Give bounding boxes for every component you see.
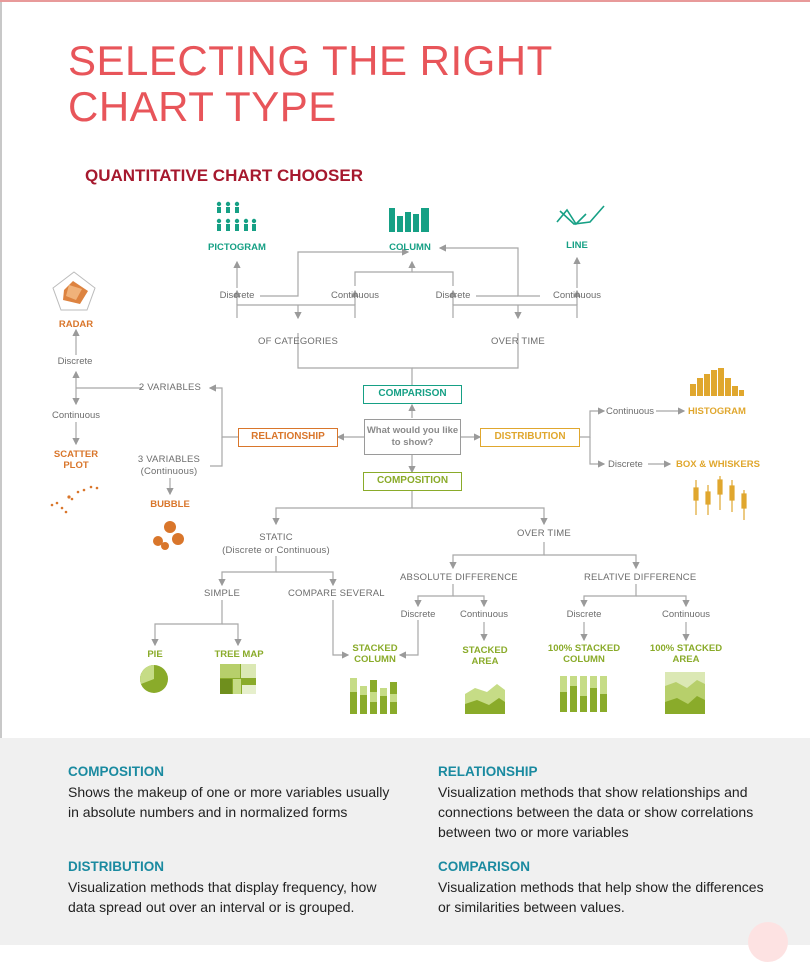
label-absolute-difference: ABSOLUTE DIFFERENCE (400, 572, 518, 583)
chart-label-column: COLUMN (389, 242, 431, 253)
column-icon (389, 208, 429, 232)
label-over-time-bottom: OVER TIME (517, 528, 571, 539)
chart-label-100-stacked-column: 100% STACKED COLUMN (546, 643, 622, 665)
label-continuous-time: Continuous (552, 290, 602, 301)
chart-label-pie: PIE (147, 649, 163, 660)
stacked-area-line-2: AREA (471, 656, 499, 667)
label-simple: SIMPLE (203, 588, 241, 599)
chart-label-line: LINE (566, 240, 588, 251)
label-over-time-top: OVER TIME (491, 336, 545, 347)
label-relative-discrete: Discrete (566, 609, 602, 620)
chart-label-pictogram: PICTOGRAM (208, 242, 266, 253)
chart-label-box-whiskers: BOX & WHISKERS (676, 459, 760, 470)
chart-label-100-stacked-area: 100% STACKED AREA (648, 643, 724, 665)
histogram-icon (690, 368, 744, 396)
label-static: STATIC (Discrete or Continuous) (220, 531, 332, 557)
label-three-variables: 3 VARIABLES (Continuous) (134, 454, 204, 478)
label-distribution-continuous: Continuous (606, 406, 655, 417)
definition-composition: COMPOSITION Shows the makeup of one or m… (68, 764, 398, 822)
label-continuous-categories: Continuous (330, 290, 380, 301)
definition-term: COMPARISON (438, 859, 531, 874)
label-absolute-discrete: Discrete (400, 609, 436, 620)
pictogram-icon (216, 201, 257, 231)
bubble-icon (153, 521, 184, 550)
definition-text: Visualization methods that help show the… (438, 879, 764, 915)
definition-text: Visualization methods that display frequ… (68, 879, 377, 915)
page-corner-decoration (748, 922, 788, 962)
static-line-1: STATIC (259, 532, 293, 543)
stacked-area-icon (465, 684, 505, 714)
label-distribution-discrete: Discrete (608, 459, 643, 470)
stacked100-column-line-1: 100% STACKED (547, 643, 621, 654)
stacked100-area-line-2: AREA (672, 654, 700, 665)
chart-label-tree-map: TREE MAP (214, 649, 264, 660)
stacked100-column-line-2: COLUMN (563, 654, 605, 665)
label-relationship-discrete: Discrete (57, 356, 93, 367)
stacked-column-line-1: STACKED (352, 643, 398, 654)
page-top-border (0, 0, 810, 2)
stacked100-area-line-1: 100% STACKED (649, 643, 723, 654)
chart-label-radar: RADAR (58, 319, 94, 330)
three-variables-line-1: 3 VARIABLES (137, 454, 201, 465)
chart-label-stacked-area: STACKED AREA (458, 645, 512, 667)
label-two-variables: 2 VARIABLES (138, 382, 202, 393)
definition-term: COMPOSITION (68, 764, 165, 779)
definition-comparison: COMPARISON Visualization methods that he… (438, 859, 768, 917)
stacked-column-line-2: COLUMN (354, 654, 396, 665)
three-variables-line-2: (Continuous) (140, 466, 198, 477)
tree-map-icon (220, 664, 256, 694)
label-relationship-continuous: Continuous (51, 410, 101, 421)
definition-term: RELATIONSHIP (438, 764, 538, 779)
category-comparison: COMPARISON (363, 385, 462, 404)
definition-text: Visualization methods that show relation… (438, 784, 754, 840)
pie-icon (140, 665, 168, 693)
chart-label-bubble: BUBBLE (150, 499, 190, 510)
page-left-border (0, 0, 2, 945)
page-title-line-1: SELECTING THE RIGHT (68, 37, 553, 84)
line-icon (556, 205, 605, 226)
page-title-line-2: CHART TYPE (68, 83, 337, 130)
category-composition: COMPOSITION (363, 472, 462, 491)
page-title: SELECTING THE RIGHT CHART TYPE (68, 38, 553, 130)
label-of-categories: OF CATEGORIES (257, 336, 338, 347)
scatter-line-2: PLOT (63, 460, 89, 471)
scatter-plot-icon (50, 485, 99, 514)
label-relative-continuous: Continuous (661, 609, 711, 620)
label-discrete-time: Discrete (435, 290, 471, 301)
scatter-line-1: SCATTER (53, 449, 99, 460)
chart-chooser-subtitle: QUANTITATIVE CHART CHOOSER (85, 166, 363, 185)
chart-label-stacked-column: STACKED COLUMN (348, 643, 402, 665)
definition-distribution: DISTRIBUTION Visualization methods that … (68, 859, 398, 917)
category-relationship: RELATIONSHIP (238, 428, 338, 447)
definition-term: DISTRIBUTION (68, 859, 164, 874)
static-line-2: (Discrete or Continuous) (222, 545, 330, 556)
label-relative-difference: RELATIVE DIFFERENCE (584, 572, 697, 583)
stacked100-area-icon (665, 672, 705, 714)
stacked-area-line-1: STACKED (462, 645, 508, 656)
radar-icon (52, 271, 96, 311)
chart-label-scatter-plot: SCATTER PLOT (44, 449, 108, 471)
label-discrete-categories: Discrete (219, 290, 255, 301)
definition-relationship: RELATIONSHIP Visualization methods that … (438, 764, 778, 842)
stacked100-column-icon (560, 676, 607, 712)
definition-text: Shows the makeup of one or more variable… (68, 784, 390, 820)
stacked-column-icon (350, 678, 397, 714)
center-question: What would you like to show? (364, 419, 461, 455)
category-distribution: DISTRIBUTION (480, 428, 580, 447)
label-compare-several: COMPARE SEVERAL (288, 588, 385, 599)
chart-label-histogram: HISTOGRAM (688, 406, 746, 417)
box-whiskers-icon (693, 476, 747, 520)
definitions-panel (0, 738, 810, 945)
label-absolute-continuous: Continuous (459, 609, 509, 620)
